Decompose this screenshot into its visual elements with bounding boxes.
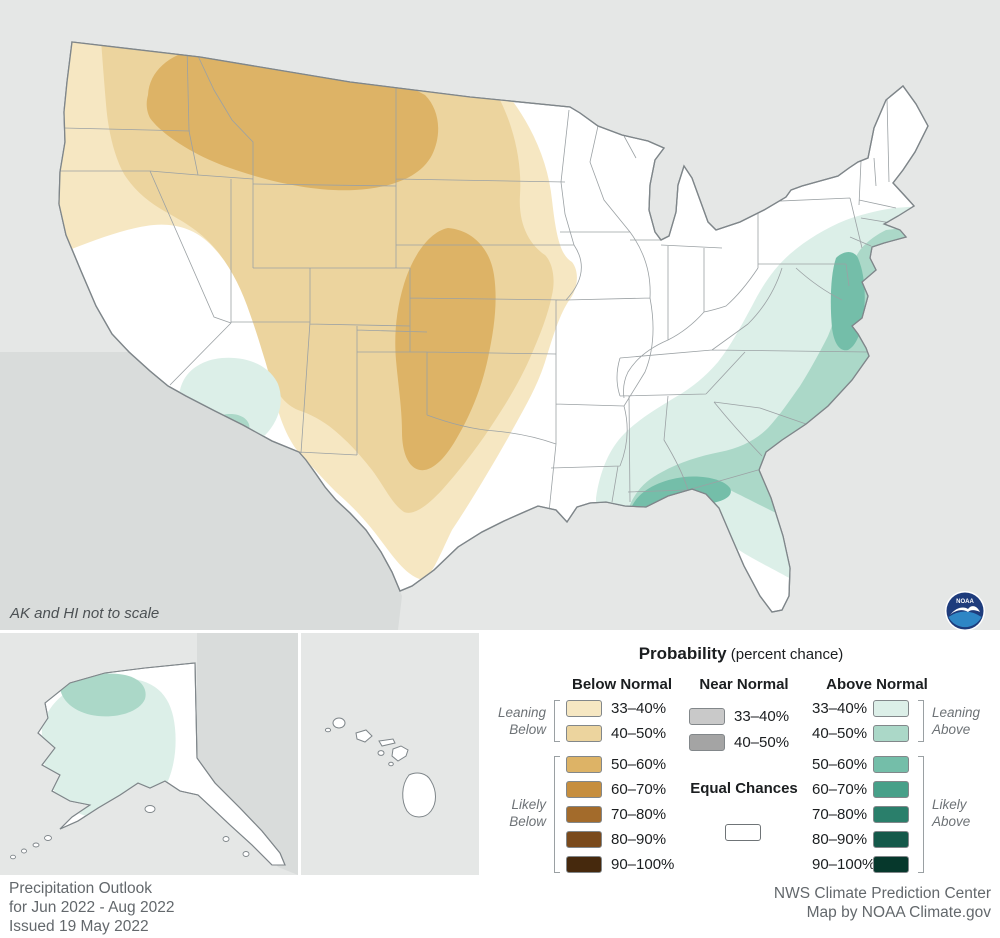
legend-row: 33–40% (812, 700, 918, 717)
above-50-60-chip (873, 756, 909, 773)
legend-row: 80–90% (812, 831, 918, 848)
conus-map-panel: AK and HI not to scale NOAA (0, 0, 1000, 632)
likely-below-bracket (554, 756, 560, 873)
likely-below-label: Likely Below (509, 797, 546, 829)
insets-row: Probability (percent chance) Below Norma… (0, 630, 1000, 875)
leaning-below-bracket (554, 700, 560, 742)
near-40-50-chip (689, 734, 725, 751)
alaska-above-normal-33-40-region (41, 678, 176, 820)
near-normal-header: Near Normal (699, 676, 789, 693)
below-40-50-chip (566, 725, 602, 742)
alaska-inset (0, 633, 298, 875)
legend-row: 90–100% (812, 856, 918, 873)
mexico-land (0, 352, 402, 630)
legend-row: 60–70% (566, 781, 666, 798)
ak-hi-note: AK and HI not to scale (10, 605, 160, 622)
legend-row: 33–40% (566, 700, 666, 717)
legend-row: 40–50% (812, 725, 918, 742)
legend-row: 50–60% (566, 756, 666, 773)
svg-text:NOAA: NOAA (956, 599, 974, 605)
state-borders (59, 45, 898, 513)
legend-row: 50–60% (812, 756, 918, 773)
conus-map (0, 0, 1000, 630)
below-90-100-chip (566, 856, 602, 873)
legend-row: 70–80% (812, 806, 918, 823)
below-60-70-chip (566, 781, 602, 798)
legend-row: 33–40% (689, 708, 789, 725)
above-40-50-chip (873, 725, 909, 742)
legend-row: 70–80% (566, 806, 666, 823)
hawaii-islands (324, 717, 436, 818)
leaning-above-label: Leaning Above (932, 705, 981, 737)
alaska-above-normal-40-50-region (60, 673, 146, 717)
below-33-40-chip (566, 700, 602, 717)
equal-chances-label: Equal Chances (690, 780, 798, 797)
leaning-above-bracket (918, 700, 924, 742)
legend-row: 80–90% (566, 831, 666, 848)
footer-outlook-info: Precipitation Outlook for Jun 2022 - Aug… (9, 880, 175, 935)
footer-credits: NWS Climate Prediction Center Map by NOA… (773, 885, 991, 921)
legend-title: Probability (percent chance) (638, 644, 844, 663)
likely-above-label: Likely Above (932, 797, 971, 829)
legend-panel: Probability (percent chance) Below Norma… (482, 630, 1000, 875)
above-normal-header: Above Normal (826, 676, 928, 693)
legend-row: 90–100% (566, 856, 674, 873)
near-33-40-chip (689, 708, 725, 725)
aleutian-islands (10, 805, 250, 860)
above-60-70-chip (873, 781, 909, 798)
hawaii-inset (301, 633, 479, 875)
below-normal-50-60-region-plains (395, 228, 496, 471)
canada-land (197, 633, 298, 875)
below-normal-header: Below Normal (571, 676, 673, 693)
above-70-80-chip (873, 806, 909, 823)
likely-above-bracket (918, 756, 924, 873)
conus-outline (58, 41, 929, 613)
above-33-40-chip (873, 700, 909, 717)
noaa-logo-icon: NOAA (944, 590, 986, 632)
equal-chances-chip (725, 824, 761, 841)
footer: Precipitation Outlook for Jun 2022 - Aug… (0, 875, 1000, 938)
legend-row: 40–50% (566, 725, 666, 742)
above-90-100-chip (873, 856, 909, 873)
above-80-90-chip (873, 831, 909, 848)
legend-row: 60–70% (812, 781, 918, 798)
below-50-60-chip (566, 756, 602, 773)
legend-row: 40–50% (689, 734, 789, 751)
below-70-80-chip (566, 806, 602, 823)
below-80-90-chip (566, 831, 602, 848)
leaning-below-label: Leaning Below (497, 705, 546, 737)
